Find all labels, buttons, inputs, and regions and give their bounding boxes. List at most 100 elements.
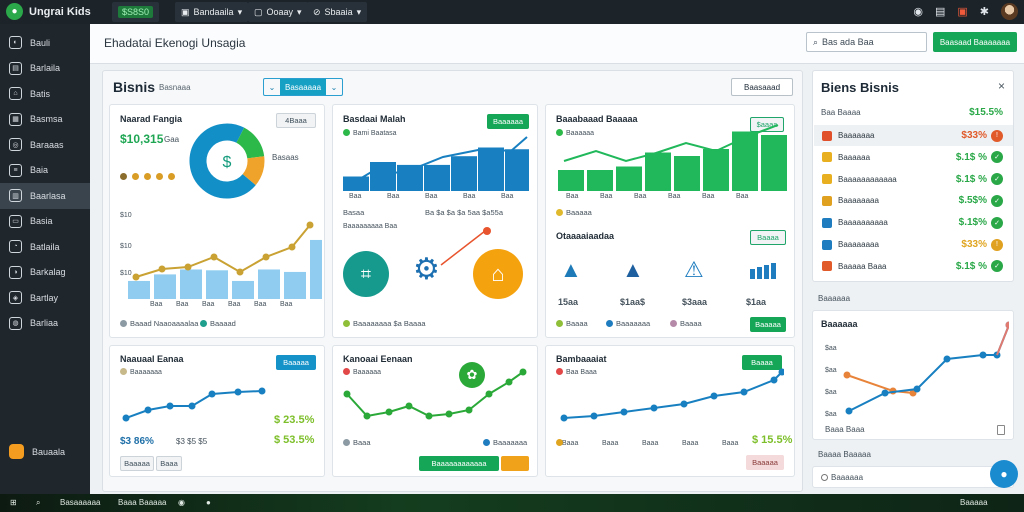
row-icon: [822, 261, 832, 272]
row-icon: [822, 217, 832, 228]
row-value: $.5$%: [958, 195, 987, 207]
card-tag[interactable]: Baaaaa: [276, 355, 316, 370]
sidebar-item[interactable]: ◍ Barliaa: [0, 311, 90, 337]
right-list-row[interactable]: Baaaaaaaaaa $.1$% ✓: [814, 212, 1013, 233]
document-icon[interactable]: ▤: [934, 6, 946, 18]
x-tick: Baa: [634, 193, 647, 200]
filter-pill[interactable]: Baaaaa: [120, 456, 154, 471]
sidebar-item[interactable]: ◐ Bauli: [0, 30, 90, 56]
right-list-row[interactable]: Baaaaaaaaaaaa $.1$ % ✓: [814, 169, 1013, 190]
view-selector[interactable]: ⌄ Basaaaaa ⌄: [263, 78, 343, 96]
row-value: $.1$%: [958, 217, 987, 229]
sidebar-item[interactable]: ◎ Baraaas: [0, 132, 90, 158]
sidebar-item[interactable]: ▥ Baarlasa: [0, 183, 90, 209]
taskbar-item[interactable]: Baaa Baaaaa: [118, 498, 167, 507]
item-label: Baaaaaa: [831, 473, 864, 482]
right-list-row[interactable]: Baaaaaa $.1$ % ✓: [814, 147, 1013, 168]
metric-value: $ 15.5%: [752, 434, 793, 446]
sidebar-item[interactable]: ▤ Barlaila: [0, 56, 90, 82]
app-icon: [9, 444, 24, 459]
balance-badge[interactable]: $S8S0: [112, 2, 160, 22]
search-icon[interactable]: ⌕: [36, 498, 41, 507]
right-panel-title: Biens Bisnis: [821, 80, 900, 95]
card-tag[interactable]: $aaaa: [750, 117, 784, 132]
main-title: Bisnis: [113, 79, 156, 95]
right-list-row[interactable]: Baaaaaaa $33%!: [814, 125, 1013, 146]
card-secondary-button[interactable]: [501, 456, 529, 471]
taskbar-item[interactable]: Basaaaaaa: [60, 498, 101, 507]
data-point: [258, 387, 266, 395]
sidebar-item-icon: ◎: [9, 138, 22, 152]
top-menu-1-label: Bandaaila: [193, 7, 234, 17]
browser-icon[interactable]: ◉: [178, 498, 185, 507]
legend-item: Baaaaaaa: [606, 319, 650, 328]
card-baaaaa: Baaabaaad Baaaaa $aaaa Baaaaaa Baa Baa Baa…: [545, 104, 795, 338]
sidebar-item[interactable]: ▭ Basia: [0, 209, 90, 235]
right-sub-value: $15.5%: [969, 107, 1003, 118]
card-footer: Baaa Baaa: [825, 425, 865, 434]
analytics-icon[interactable]: ⌗: [343, 251, 389, 297]
help-icon[interactable]: ◉: [913, 6, 923, 18]
x-tick: Baa: [228, 301, 241, 308]
mid-value: $3 $5 $5: [176, 437, 208, 446]
top-menu-3[interactable]: ⊘ Sbaaia ▾: [307, 2, 368, 22]
top-menu-2[interactable]: ▢ Ooaay ▾: [248, 2, 308, 22]
sidebar-item[interactable]: ◈ Bartlay: [0, 285, 90, 311]
card-tag[interactable]: Baaaa: [742, 355, 782, 370]
app-brand[interactable]: ● Ungrai Kids: [6, 3, 91, 20]
series-line: [343, 136, 528, 190]
row-status-icon: ✓: [991, 260, 1003, 273]
card-tag[interactable]: 4Baaa: [276, 113, 316, 128]
notification-icon[interactable]: ▣: [957, 6, 968, 18]
data-point: [210, 253, 218, 261]
y-tick: $10: [120, 212, 132, 219]
metric-value: $ 53.5%: [274, 434, 315, 446]
metric-value: 15aa: [558, 297, 579, 307]
header-action-button[interactable]: Baasaad Baaaaaaa: [933, 32, 1017, 52]
right-list-row[interactable]: Baaaaaaaa $.5$% ✓: [814, 190, 1013, 211]
app-icon[interactable]: ●: [206, 498, 211, 507]
main-action-button[interactable]: Baasaaad: [731, 78, 793, 96]
sidebar-item-label: Baia: [30, 165, 49, 176]
sidebar-item-label: Batlaila: [30, 241, 60, 252]
sidebar-item[interactable]: ▦ Basmsa: [0, 107, 90, 133]
sidebar-bottom-item[interactable]: Bauaala: [9, 444, 65, 459]
growth-icon[interactable]: ✿: [459, 362, 485, 388]
card-tag[interactable]: Baaaaaa: [487, 114, 529, 129]
coin-icon: [556, 438, 566, 447]
sidebar-item[interactable]: ⌂ Batis: [0, 81, 90, 107]
sidebar-item[interactable]: ◔ Batlaila: [0, 234, 90, 260]
bar: [732, 131, 758, 191]
card-button[interactable]: Baaaaa: [746, 455, 784, 470]
sidebar-item-icon: ▦: [9, 112, 22, 126]
settings-icon[interactable]: ✱: [979, 6, 989, 18]
right-list-row[interactable]: Baaaaa Baaa $.1$ % ✓: [814, 256, 1013, 277]
filter-pill[interactable]: Baaa: [156, 456, 182, 471]
building-icon[interactable]: ⌂: [473, 249, 523, 299]
avatar[interactable]: [1001, 3, 1018, 20]
data-point: [144, 406, 152, 414]
data-point: [740, 388, 748, 396]
search-input[interactable]: ⌕ Bas ada Baa: [806, 32, 927, 52]
right-list-row[interactable]: Baaaaaaaa $33%!: [814, 234, 1013, 255]
row-icon: [822, 152, 832, 163]
series-line: [563, 124, 779, 163]
sidebar-item-icon: ▭: [9, 214, 22, 228]
windows-start-icon[interactable]: ⊞: [10, 498, 17, 507]
top-menu-1[interactable]: ▣ Bandaaila ▾: [175, 2, 249, 22]
data-point: [343, 390, 351, 398]
bar: [505, 149, 529, 191]
card-button[interactable]: Baaaaaaaaaaaa: [419, 456, 499, 471]
row-status-icon: ✓: [991, 173, 1003, 186]
sidebar-item[interactable]: ◑ Barkalag: [0, 260, 90, 286]
chat-icon[interactable]: ●: [990, 460, 1018, 488]
card-button[interactable]: Baaaaa: [750, 317, 786, 332]
close-icon[interactable]: ×: [997, 79, 1005, 93]
right-bottom-card[interactable]: Baaaaaa: [812, 466, 1014, 488]
data-point: [288, 243, 296, 251]
card-subtag[interactable]: Baaaa: [750, 230, 786, 245]
x-tick: Baaa: [722, 440, 739, 447]
series-line: [135, 224, 311, 278]
x-tick: Baa: [600, 193, 613, 200]
sidebar-item[interactable]: ≡ Baia: [0, 158, 90, 184]
